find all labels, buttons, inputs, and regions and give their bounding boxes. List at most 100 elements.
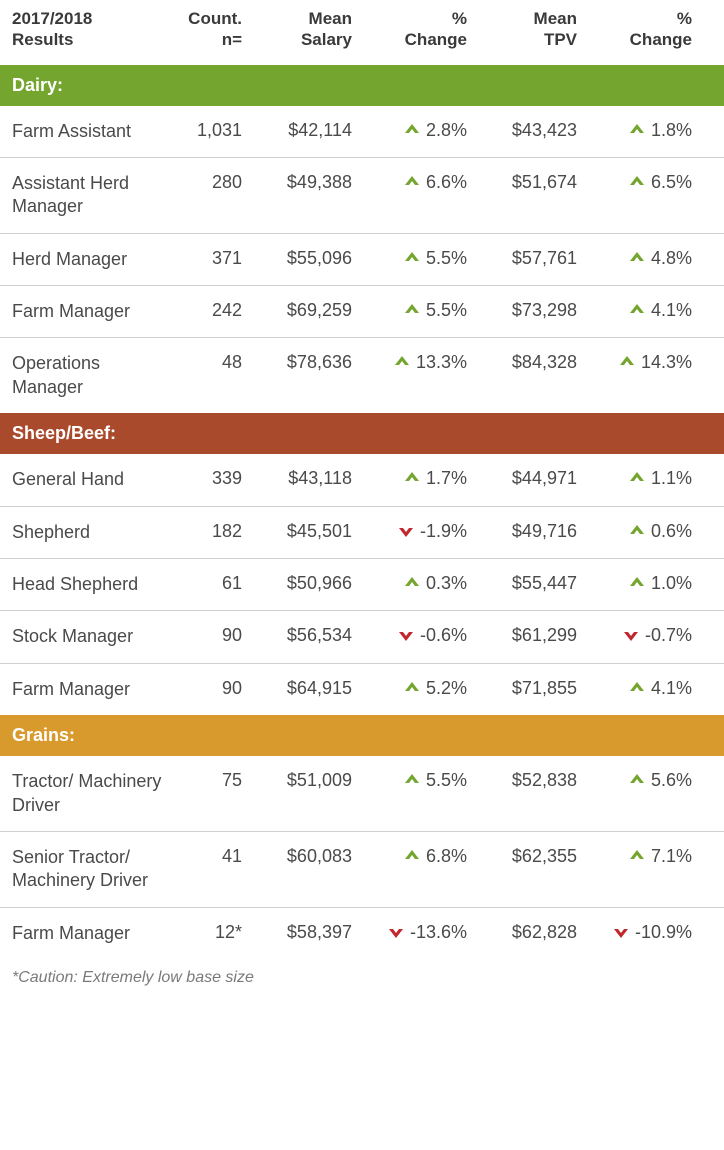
table-row: Farm Manager242$69,2595.5%$73,2984.1%	[0, 286, 724, 338]
change-value: -10.9%	[635, 922, 692, 943]
cell-tpv: $55,447	[467, 573, 577, 594]
cell-change-salary: 6.8%	[352, 846, 467, 867]
change-value: 1.7%	[426, 468, 467, 489]
cell-count: 48	[162, 352, 242, 373]
header-results: 2017/2018 Results	[12, 8, 162, 51]
cell-count: 61	[162, 573, 242, 594]
cell-count: 90	[162, 625, 242, 646]
cell-salary: $50,966	[242, 573, 352, 594]
cell-change-salary: -1.9%	[352, 521, 467, 542]
cell-salary: $43,118	[242, 468, 352, 489]
change-value: -1.9%	[420, 521, 467, 542]
cell-tpv: $49,716	[467, 521, 577, 542]
cell-role: Assistant Herd Manager	[12, 172, 162, 219]
cell-change-tpv: 6.5%	[577, 172, 692, 193]
change-value: -0.7%	[645, 625, 692, 646]
arrow-up-icon	[404, 573, 420, 594]
change-value: 6.5%	[651, 172, 692, 193]
cell-tpv: $43,423	[467, 120, 577, 141]
table-row: Tractor/ Machinery Driver75$51,0095.5%$5…	[0, 756, 724, 832]
cell-role: Head Shepherd	[12, 573, 162, 596]
arrow-up-icon	[629, 521, 645, 542]
cell-change-salary: 2.8%	[352, 120, 467, 141]
cell-tpv: $44,971	[467, 468, 577, 489]
cell-change-salary: 5.2%	[352, 678, 467, 699]
cell-role: Senior Tractor/ Machinery Driver	[12, 846, 162, 893]
header-text: TPV	[544, 30, 577, 49]
arrow-up-icon	[629, 248, 645, 269]
change-value: 1.0%	[651, 573, 692, 594]
arrow-up-icon	[404, 770, 420, 791]
cell-salary: $55,096	[242, 248, 352, 269]
change-value: 7.1%	[651, 846, 692, 867]
table-row: Senior Tractor/ Machinery Driver41$60,08…	[0, 832, 724, 908]
change-value: 1.8%	[651, 120, 692, 141]
header-text: Change	[405, 30, 467, 49]
cell-count: 371	[162, 248, 242, 269]
arrow-down-icon	[398, 625, 414, 646]
header-count: Count. n=	[162, 8, 242, 51]
change-value: 6.8%	[426, 846, 467, 867]
header-text: %	[452, 9, 467, 28]
header-text: Change	[630, 30, 692, 49]
cell-count: 182	[162, 521, 242, 542]
change-value: 0.6%	[651, 521, 692, 542]
cell-change-tpv: 1.1%	[577, 468, 692, 489]
arrow-up-icon	[629, 300, 645, 321]
header-text: 2017/2018	[12, 9, 92, 28]
header-text: Salary	[301, 30, 352, 49]
change-value: 2.8%	[426, 120, 467, 141]
cell-change-tpv: 4.1%	[577, 300, 692, 321]
section-header: Sheep/Beef:	[0, 413, 724, 454]
arrow-up-icon	[394, 352, 410, 373]
arrow-down-icon	[623, 625, 639, 646]
change-value: 4.1%	[651, 678, 692, 699]
cell-change-tpv: -10.9%	[577, 922, 692, 943]
cell-change-salary: -0.6%	[352, 625, 467, 646]
cell-change-salary: 5.5%	[352, 770, 467, 791]
cell-count: 242	[162, 300, 242, 321]
cell-role: Stock Manager	[12, 625, 162, 648]
change-value: 1.1%	[651, 468, 692, 489]
table-row: Farm Manager90$64,9155.2%$71,8554.1%	[0, 664, 724, 715]
arrow-up-icon	[404, 678, 420, 699]
cell-count: 339	[162, 468, 242, 489]
change-value: -0.6%	[420, 625, 467, 646]
section-header: Dairy:	[0, 65, 724, 106]
change-value: 5.2%	[426, 678, 467, 699]
cell-role: Operations Manager	[12, 352, 162, 399]
table-row: Stock Manager90$56,534-0.6%$61,299-0.7%	[0, 611, 724, 663]
cell-tpv: $62,355	[467, 846, 577, 867]
arrow-up-icon	[404, 300, 420, 321]
arrow-down-icon	[388, 922, 404, 943]
cell-tpv: $62,828	[467, 922, 577, 943]
cell-tpv: $73,298	[467, 300, 577, 321]
table-row: Shepherd182$45,501-1.9%$49,7160.6%	[0, 507, 724, 559]
arrow-up-icon	[619, 352, 635, 373]
cell-role: Tractor/ Machinery Driver	[12, 770, 162, 817]
cell-role: Farm Assistant	[12, 120, 162, 143]
cell-change-tpv: 4.8%	[577, 248, 692, 269]
arrow-up-icon	[404, 120, 420, 141]
table-header-row: 2017/2018 Results Count. n= Mean Salary …	[0, 0, 724, 65]
cell-count: 280	[162, 172, 242, 193]
table-row: Head Shepherd61$50,9660.3%$55,4471.0%	[0, 559, 724, 611]
cell-role: Farm Manager	[12, 922, 162, 945]
arrow-up-icon	[629, 573, 645, 594]
table-row: Farm Assistant1,031$42,1142.8%$43,4231.8…	[0, 106, 724, 158]
cell-change-salary: 13.3%	[352, 352, 467, 373]
change-value: 13.3%	[416, 352, 467, 373]
cell-change-tpv: 7.1%	[577, 846, 692, 867]
header-text: n=	[222, 30, 242, 49]
change-value: 5.6%	[651, 770, 692, 791]
cell-salary: $56,534	[242, 625, 352, 646]
cell-salary: $69,259	[242, 300, 352, 321]
header-tpv: Mean TPV	[467, 8, 577, 51]
arrow-up-icon	[629, 172, 645, 193]
cell-role: Herd Manager	[12, 248, 162, 271]
section-header: Grains:	[0, 715, 724, 756]
salary-table: 2017/2018 Results Count. n= Mean Salary …	[0, 0, 724, 997]
table-row: Assistant Herd Manager280$49,3886.6%$51,…	[0, 158, 724, 234]
change-value: 5.5%	[426, 248, 467, 269]
change-value: 14.3%	[641, 352, 692, 373]
